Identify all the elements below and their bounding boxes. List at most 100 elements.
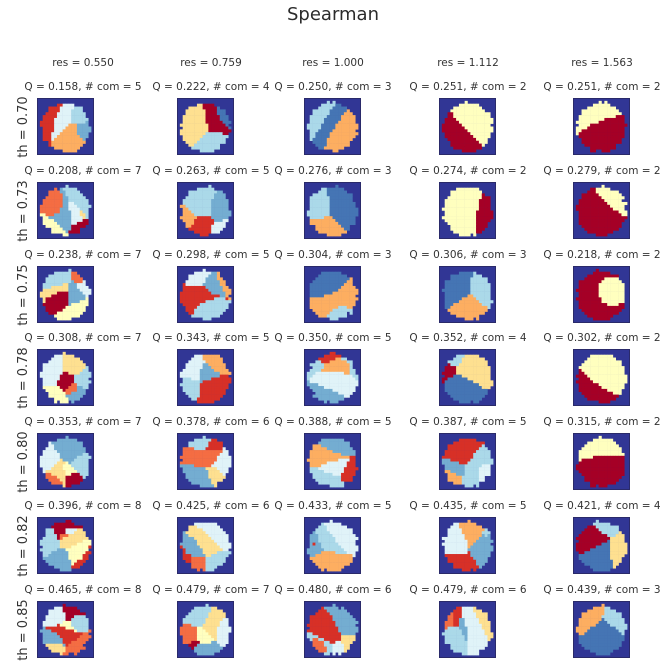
community-cell bbox=[578, 374, 582, 378]
community-cell bbox=[54, 219, 58, 223]
community-cell bbox=[208, 300, 212, 304]
community-cell bbox=[59, 397, 63, 401]
community-cell bbox=[82, 447, 86, 451]
community-cell bbox=[590, 374, 594, 378]
community-cell bbox=[610, 201, 614, 206]
community-cell bbox=[56, 283, 61, 287]
community-cell bbox=[196, 230, 201, 234]
community-cell bbox=[202, 204, 206, 208]
community-cell bbox=[48, 475, 52, 479]
community-cell bbox=[476, 388, 480, 392]
community-cell bbox=[185, 199, 189, 203]
community-cell bbox=[458, 140, 463, 144]
community-cell bbox=[79, 291, 83, 295]
community-cell bbox=[71, 357, 75, 361]
community-cell bbox=[222, 137, 226, 141]
community-cell bbox=[196, 363, 201, 367]
community-cell bbox=[315, 388, 319, 392]
community-cell bbox=[318, 106, 322, 110]
community-cell bbox=[592, 221, 597, 225]
community-cell bbox=[76, 394, 80, 398]
community-cell bbox=[441, 380, 445, 384]
community-cell bbox=[82, 391, 86, 395]
community-cell bbox=[461, 291, 465, 295]
community-cell bbox=[74, 455, 78, 459]
community-cell bbox=[615, 285, 619, 290]
community-cell bbox=[467, 285, 471, 290]
community-cell bbox=[470, 201, 474, 206]
community-cell bbox=[59, 187, 63, 191]
community-cell bbox=[467, 317, 471, 321]
community-cell bbox=[481, 288, 485, 292]
community-cell bbox=[618, 386, 622, 390]
community-cell bbox=[222, 207, 226, 211]
community-cell bbox=[45, 374, 49, 378]
community-cell bbox=[590, 366, 594, 370]
community-cell bbox=[601, 377, 605, 381]
community-cell bbox=[607, 221, 611, 225]
community-cell bbox=[211, 120, 215, 124]
community-cell bbox=[65, 383, 69, 387]
community-cell bbox=[54, 291, 58, 295]
community-cell bbox=[615, 386, 619, 390]
community-cell bbox=[62, 438, 66, 442]
community-cell bbox=[216, 294, 220, 298]
community-cell bbox=[48, 117, 52, 122]
community-cell bbox=[208, 386, 212, 390]
community-cell bbox=[326, 129, 330, 133]
community-cell bbox=[335, 285, 339, 290]
community-cell bbox=[68, 441, 72, 445]
community-cell bbox=[216, 397, 220, 401]
community-cell bbox=[76, 383, 80, 387]
community-cell bbox=[323, 112, 328, 116]
community-cell bbox=[62, 447, 66, 451]
community-cell bbox=[42, 219, 46, 223]
community-cell bbox=[219, 380, 223, 384]
community-cell bbox=[323, 137, 328, 141]
community-cell bbox=[338, 219, 342, 223]
community-cell bbox=[458, 297, 463, 301]
community-cell bbox=[595, 366, 599, 370]
community-cell bbox=[68, 470, 72, 474]
community-cell bbox=[604, 221, 608, 225]
community-cell bbox=[85, 458, 89, 462]
community-cell bbox=[202, 190, 206, 194]
community-cell bbox=[458, 227, 463, 231]
community-cell bbox=[219, 303, 223, 307]
community-cell bbox=[592, 374, 597, 378]
community-cell bbox=[470, 227, 474, 231]
community-cell bbox=[595, 374, 599, 378]
community-cell bbox=[62, 388, 66, 392]
community-cell bbox=[216, 291, 220, 295]
community-cell bbox=[470, 210, 474, 214]
community-cell bbox=[332, 204, 336, 208]
community-cell bbox=[578, 207, 582, 211]
community-cell bbox=[346, 193, 350, 197]
community-cell bbox=[590, 383, 594, 387]
community-cell bbox=[321, 199, 325, 203]
community-cell bbox=[74, 472, 78, 476]
community-cell bbox=[82, 308, 86, 312]
community-cell bbox=[51, 386, 55, 390]
community-cell bbox=[464, 314, 468, 318]
community-cell bbox=[604, 394, 608, 398]
community-cell bbox=[598, 112, 602, 116]
community-cell bbox=[71, 210, 75, 214]
community-cell bbox=[76, 277, 80, 281]
community-cell bbox=[71, 386, 75, 390]
community-cell bbox=[48, 277, 52, 281]
community-cell bbox=[182, 210, 186, 214]
community-cell bbox=[65, 308, 69, 312]
community-cell bbox=[484, 360, 488, 364]
community-cell bbox=[578, 294, 582, 298]
community-cell bbox=[315, 394, 319, 398]
community-cell bbox=[318, 297, 322, 301]
community-cell bbox=[196, 388, 201, 392]
community-cell bbox=[202, 374, 206, 378]
community-cell bbox=[461, 388, 465, 392]
community-cell bbox=[315, 391, 319, 395]
community-cell bbox=[476, 274, 480, 278]
panel-frame bbox=[573, 349, 630, 406]
community-cell bbox=[59, 280, 63, 284]
community-cell bbox=[607, 103, 611, 107]
